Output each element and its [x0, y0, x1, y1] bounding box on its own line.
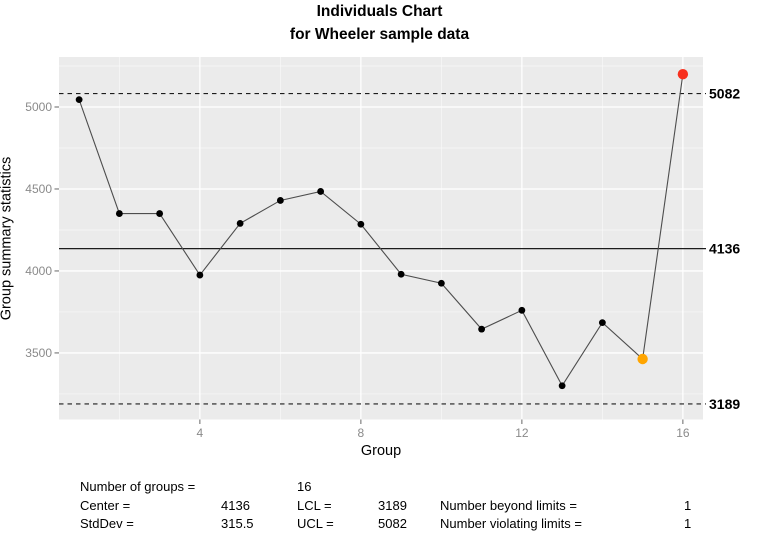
x-tick-label: 8 [358, 426, 365, 440]
center-value: 4136 [221, 497, 250, 513]
x-tick-label: 12 [515, 426, 529, 440]
center-label: Center = [80, 497, 131, 513]
data-point [156, 210, 164, 217]
data-point [236, 220, 244, 227]
x-axis-title: Group [360, 443, 402, 459]
ucl-label: UCL = [297, 516, 334, 531]
data-point [115, 210, 123, 217]
lcl-label: LCL = [297, 497, 332, 513]
x-tick-label: 4 [197, 426, 204, 440]
data-point [357, 220, 365, 228]
data-point [276, 197, 284, 204]
ucl-value: 5082 [378, 516, 407, 531]
data-point [196, 271, 204, 279]
violating-limits-value: 1 [684, 516, 692, 531]
lcl-value: 3189 [378, 497, 407, 513]
stddev-label: StdDev = [80, 516, 134, 531]
data-point [518, 306, 526, 314]
plot-panel [59, 57, 703, 420]
y-tick-label: 4000 [25, 264, 52, 278]
data-point [478, 325, 486, 333]
number-of-groups-value: 16 [297, 479, 312, 494]
beyond-limits-label: Number beyond limits = [440, 497, 577, 513]
chart-title: Individuals Chart for Wheeler sample dat… [0, 1, 759, 46]
number-of-groups-label: Number of groups = [80, 479, 196, 494]
data-point [437, 279, 445, 287]
stddev-value: 315.5 [221, 516, 254, 531]
data-point [397, 270, 405, 278]
chart-title-line2: for Wheeler sample data [289, 25, 470, 43]
data-point-violating-run [637, 353, 648, 365]
series-line [78, 74, 684, 387]
data-point [317, 188, 325, 195]
y-tick-label: 4500 [25, 182, 52, 196]
control-chart-canvas: 4 8 12 16 3500 4000 4500 5000 5082 4136 3189 [25, 57, 740, 440]
y-tick-label: 5000 [25, 100, 52, 114]
beyond-limits-value: 1 [684, 497, 692, 513]
lcl-value-label: 3189 [709, 396, 740, 412]
data-point [75, 96, 83, 104]
data-point [558, 382, 566, 390]
y-tick-label: 3500 [25, 346, 52, 360]
center-value-label: 4136 [709, 241, 740, 257]
data-point-beyond-limits [677, 69, 689, 80]
ucl-value-label: 5082 [709, 86, 740, 102]
x-tick-label: 16 [676, 426, 690, 440]
data-point [598, 319, 606, 327]
chart-title-line1: Individuals Chart [316, 3, 443, 20]
violating-limits-label: Number violating limits = [440, 516, 582, 531]
